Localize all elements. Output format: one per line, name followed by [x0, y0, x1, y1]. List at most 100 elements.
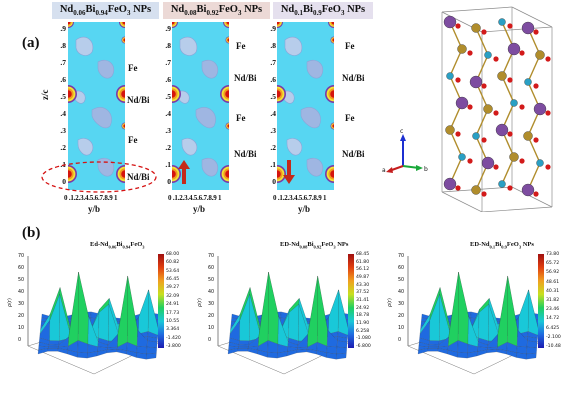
colorbar-tick: 24.92 — [356, 305, 370, 311]
surface-cell — [458, 272, 469, 345]
surface-cell — [427, 348, 439, 352]
z-axis-label: ρ(r) — [197, 298, 203, 307]
atom-density-peak — [122, 22, 125, 25]
colorbar-tick: 60.82 — [166, 260, 180, 266]
colorbar-tick: 56.92 — [546, 270, 560, 276]
x-axis-label-2: y/b — [193, 204, 206, 214]
oxygen-atom — [507, 23, 513, 29]
surface-cell — [47, 348, 59, 352]
surface-plot-1: Ed-Nd0.06Bi0.94FeO3 70 60 50 40 30 20 10 0 ρ(r) 68… — [0, 238, 192, 398]
site-label-fe-bottom-1: Fe — [128, 135, 138, 145]
colorbar-tick: 24.91 — [166, 302, 180, 308]
colorbar-tick: 68.45 — [356, 252, 370, 257]
y-tick: .1 — [270, 160, 276, 169]
colorbar-tick: 11.90 — [356, 321, 370, 326]
site-label-ndbi-top-2: Nd/Bi — [234, 73, 257, 83]
oxygen-atom — [545, 56, 551, 62]
x-axis-label-1: y/b — [88, 204, 101, 214]
y-tick: .8 — [165, 41, 171, 50]
y-tick: .3 — [270, 126, 276, 135]
density-contour — [179, 36, 198, 56]
y-tick: .7 — [60, 58, 66, 67]
ndbi-atom — [507, 42, 521, 56]
oxygen-atom — [545, 164, 551, 170]
oxygen-atom — [507, 77, 513, 83]
surface-cell — [428, 344, 439, 348]
fe-atom — [445, 125, 455, 135]
density-contour — [306, 157, 324, 177]
fe-atom — [471, 23, 481, 33]
surface-cell — [526, 346, 537, 355]
nd-atom — [472, 132, 480, 140]
arrow-down-icon — [283, 160, 295, 184]
surface-cell — [148, 289, 159, 336]
surface-cell — [48, 340, 60, 346]
z-tick: 40 — [18, 290, 25, 295]
z-tick: 70 — [18, 254, 25, 259]
fe-atom — [497, 71, 507, 81]
ndbi-atom — [533, 102, 547, 116]
colorbar-tick: 61.80 — [356, 259, 370, 265]
z-tick: 50 — [18, 278, 25, 283]
atom-density-peak — [172, 170, 176, 178]
surface-cell — [507, 275, 518, 347]
density-contour — [284, 36, 303, 56]
atom-density-peak — [332, 124, 334, 128]
surface-cell — [336, 346, 347, 355]
y-tick: .8 — [270, 41, 276, 50]
y-tick: .3 — [165, 126, 171, 135]
atom-density-peak — [277, 90, 281, 98]
colorbar — [158, 254, 164, 348]
atom-density-peak — [123, 38, 125, 42]
density-contour — [97, 59, 115, 79]
z-tick: 10 — [208, 326, 215, 331]
x-ticks-1: 0 .1.2.3.4.5.6.7.8.9 1 — [64, 194, 118, 202]
surface-cell — [307, 275, 318, 348]
z-tick: 40 — [398, 290, 405, 295]
atom-density-peak — [225, 170, 229, 178]
surface-cell — [326, 352, 337, 360]
colorbar-tick: -2.100 — [546, 334, 561, 340]
z-tick: 70 — [208, 254, 215, 259]
y-tick: .6 — [165, 75, 171, 84]
surface-cell — [237, 348, 249, 352]
y-tick: 0 — [62, 177, 66, 186]
ndbi-atom — [455, 96, 469, 110]
colorbar-tick: 49.87 — [356, 275, 370, 280]
oxygen-atom — [467, 158, 473, 164]
y-tick: .4 — [270, 109, 276, 118]
fe-atom — [523, 131, 533, 141]
colorbar-tick: 14.72 — [546, 316, 560, 322]
surface-title: ED-Nd0.1Bi0.9FeO3 NPs — [470, 241, 534, 250]
nd-atom — [484, 51, 492, 59]
colorbar-tick: 3.364 — [166, 327, 180, 333]
panel-a-label: (a) — [22, 35, 40, 51]
charge-density-map-3 — [277, 22, 334, 190]
site-label-ndbi-top-3: Nd/Bi — [342, 73, 365, 83]
surface-cell — [136, 346, 148, 355]
oxygen-atom — [481, 29, 487, 35]
atom-density-peak — [123, 124, 125, 128]
y-tick: .5 — [165, 92, 171, 101]
surface-cell — [296, 349, 308, 353]
nd-atom — [446, 72, 454, 80]
colorbar-tick: 32.09 — [166, 293, 180, 299]
z-tick: 50 — [208, 278, 215, 283]
nd-atom — [524, 78, 532, 86]
map-title-3: Nd0.1Bi0.9FeO3 NPs — [273, 2, 373, 19]
y-tick: .9 — [270, 24, 276, 33]
fe-atom — [457, 44, 467, 54]
surface-cell — [238, 346, 249, 349]
panel-b-label: (b) — [22, 225, 41, 241]
atom-density-peak — [68, 90, 72, 98]
crystal-structure — [402, 2, 574, 213]
surface-cell — [328, 289, 339, 335]
fe-atom — [471, 185, 481, 195]
oxygen-atom — [493, 110, 499, 116]
colorbar-tick: -10.48 — [546, 344, 561, 349]
y-tick: .5 — [60, 92, 66, 101]
y-tick: 0 — [272, 177, 276, 186]
z-tick: 70 — [398, 254, 405, 259]
nd-atom — [536, 159, 544, 167]
surface-cell — [429, 294, 440, 341]
